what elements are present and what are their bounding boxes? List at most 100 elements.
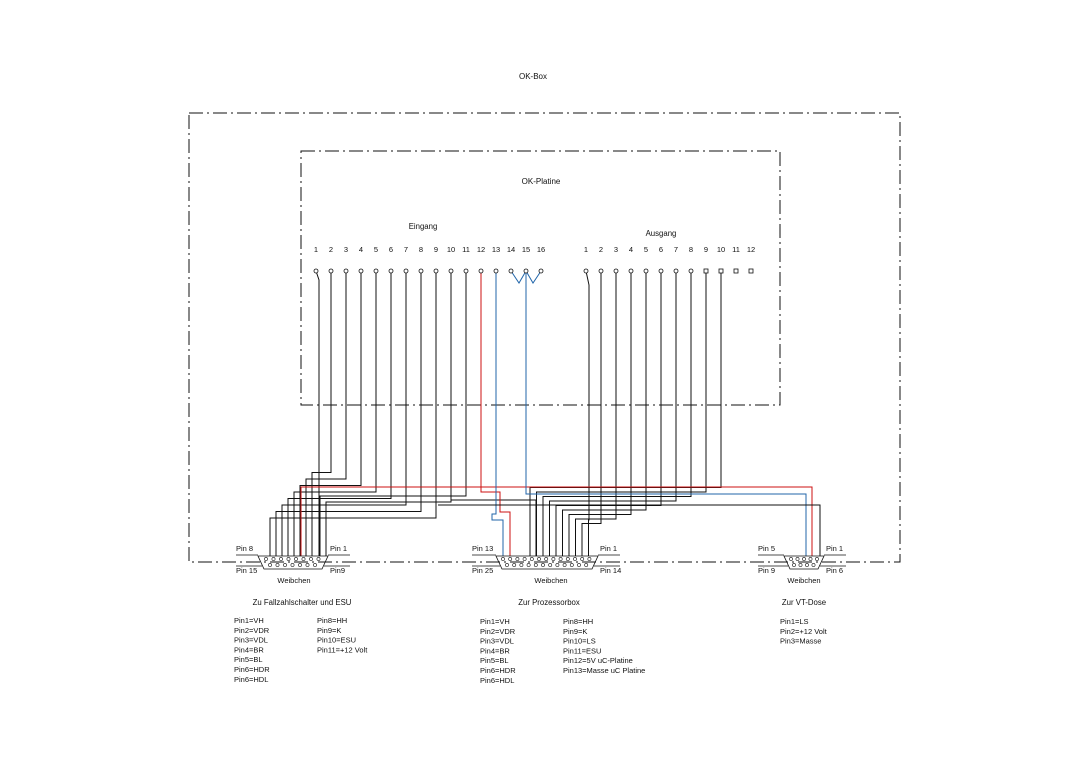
output-pin-number: 6 — [659, 245, 663, 254]
wire-black — [581, 271, 602, 556]
connector-pin — [305, 563, 310, 567]
connector-pin — [533, 563, 538, 567]
wire-black — [549, 271, 677, 556]
output-pin-number: 5 — [644, 245, 648, 254]
input-pin-number: 4 — [359, 245, 363, 254]
wire-black — [542, 271, 692, 556]
connector-pin — [562, 563, 567, 567]
legend-middle-col1: Pin6=HDR — [480, 666, 516, 675]
connector-type: Weibchen — [534, 576, 567, 585]
connector-pin — [290, 563, 295, 567]
input-pin-number: 8 — [419, 245, 423, 254]
input-pin-number: 1 — [314, 245, 318, 254]
output-pin-number: 3 — [614, 245, 618, 254]
wire-black — [299, 271, 362, 556]
pin-label-top-left: Pin 5 — [758, 544, 775, 553]
connector-pin — [795, 557, 800, 561]
connector-pin — [555, 563, 560, 567]
dsub-shell-middle — [495, 555, 599, 570]
wire-black — [287, 271, 392, 556]
wires — [269, 270, 821, 556]
pin-label-bottom-right: Pin9 — [330, 566, 345, 575]
connector-pin — [811, 563, 816, 567]
legend-left-col1: Pin6=HDR — [234, 665, 270, 674]
connector-pin — [537, 557, 541, 561]
input-terminal — [478, 268, 484, 274]
legend-middle-col2: Pin11=ESU — [563, 646, 601, 655]
output-pin-number: 7 — [674, 245, 678, 254]
wire-black — [562, 271, 647, 556]
connector-pin — [565, 557, 570, 561]
output-pin-number: 10 — [717, 245, 725, 254]
legend-middle-col2: Pin10=LS — [563, 637, 596, 646]
input-terminal — [508, 268, 514, 274]
input-pin-number: 15 — [522, 245, 530, 254]
input-terminal — [463, 268, 469, 274]
pin-label-bottom-left: Pin 25 — [472, 566, 493, 575]
wire-black — [529, 271, 722, 556]
connector-pin — [584, 563, 589, 567]
wire-black — [281, 271, 407, 556]
pin-label-bottom-left: Pin 15 — [236, 566, 257, 575]
pin-legends: Pin1=VHPin2=VDRPin3=VDLPin4=BRPin5=BLPin… — [234, 616, 828, 685]
legend-middle-col1: Pin6=HDL — [480, 676, 514, 685]
input-pin-number: 6 — [389, 245, 393, 254]
input-pin-number: 12 — [477, 245, 485, 254]
input-terminal — [328, 268, 334, 274]
connector-pin — [526, 563, 531, 567]
wire-black — [568, 271, 632, 556]
legend-middle-col1: Pin5=BL — [480, 656, 509, 665]
legend-middle-col2: Pin8=HH — [563, 617, 593, 626]
ok-board-frame — [300, 150, 781, 406]
connector-pin — [515, 557, 520, 561]
input-terminal — [343, 268, 349, 274]
connector-pin — [798, 563, 803, 567]
connector-pin — [529, 557, 534, 561]
legend-left-col2: Pin10=ESU — [317, 636, 356, 645]
input-pin-number: 3 — [344, 245, 348, 254]
legend-left-col2: Pin9=K — [317, 626, 341, 635]
connector-pin — [512, 563, 517, 567]
input-pin-number: 9 — [434, 245, 438, 254]
connector-pin — [789, 557, 793, 561]
legend-middle-col1: Pin1=VH — [480, 617, 510, 626]
connector-pin — [544, 557, 549, 561]
ok-box-frame — [188, 112, 901, 563]
legend-right-col1: Pin2=+12 Volt — [780, 627, 828, 636]
wire-black — [319, 271, 467, 556]
wire-red — [480, 271, 511, 556]
pin-label-top-left: Pin 8 — [236, 544, 253, 553]
input-pin-number: 16 — [537, 245, 545, 254]
connector-pin — [279, 557, 283, 561]
output-pin-number: 11 — [732, 245, 740, 254]
connector-left: Pin 8 Pin 1 Pin 15 Pin9 Weibchen — [236, 544, 350, 585]
connector-pin — [792, 563, 796, 567]
connector-pins — [264, 557, 819, 567]
output-terminal — [673, 268, 679, 274]
wire-blue — [491, 271, 504, 556]
wire-black — [536, 271, 707, 556]
input-terminal — [358, 268, 364, 274]
pin-label-top-right: Pin 1 — [330, 544, 347, 553]
connector-pin — [505, 563, 509, 567]
output-pin-number: 4 — [629, 245, 633, 254]
connector-pin — [802, 557, 806, 561]
legend-middle-col1: Pin2=VDR — [480, 627, 516, 636]
wire-black — [438, 504, 821, 556]
input-terminal — [493, 268, 499, 274]
legend-middle-col1: Pin4=BR — [480, 646, 510, 655]
input-terminal — [538, 268, 544, 274]
input-pin-number: 10 — [447, 245, 455, 254]
wire-black — [275, 271, 422, 556]
connector-pin — [577, 563, 581, 567]
input-terminal — [388, 268, 394, 274]
connector-pin — [313, 563, 317, 567]
input-terminal — [418, 268, 424, 274]
output-terminal — [703, 268, 709, 274]
connector-pin — [580, 557, 585, 561]
input-terminal — [523, 268, 529, 274]
output-pin-number: 8 — [689, 245, 693, 254]
wire-black — [555, 271, 662, 556]
output-pin-number: 12 — [747, 245, 755, 254]
